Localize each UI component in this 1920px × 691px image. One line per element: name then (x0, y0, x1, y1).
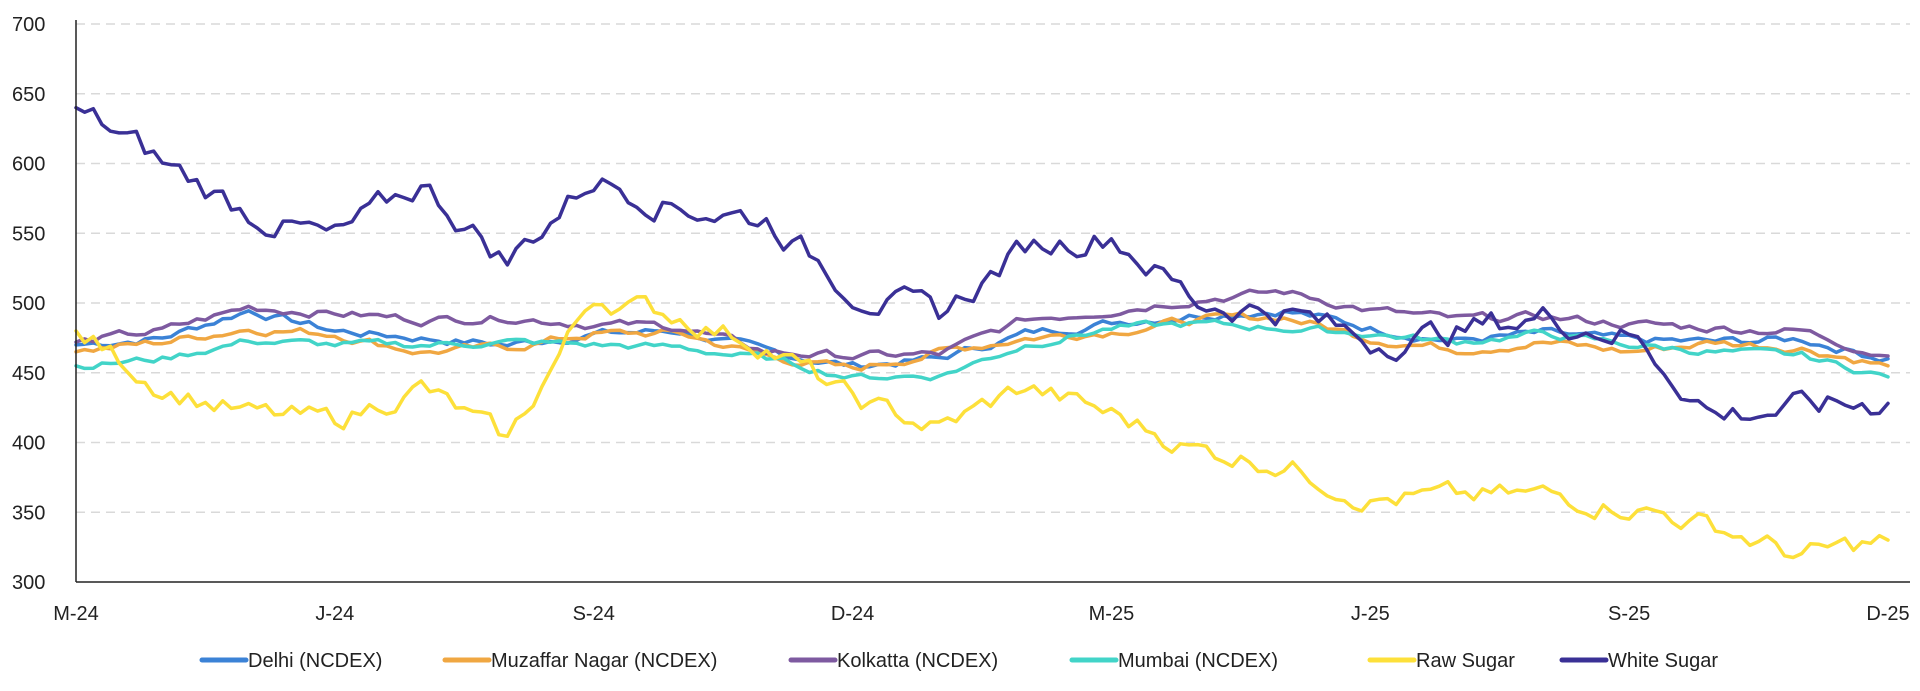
y-tick-label: 600 (12, 154, 45, 176)
y-tick-label: 300 (12, 572, 45, 594)
legend-label: Delhi (NCDEX) (248, 650, 382, 672)
x-tick-label: M-25 (1089, 603, 1135, 625)
gridlines (76, 23, 1910, 513)
legend-label: Kolkatta (NCDEX) (837, 650, 998, 672)
x-tick-label: J-25 (1351, 603, 1390, 625)
y-tick-label: 700 (12, 14, 45, 36)
series-lines (74, 105, 1890, 560)
x-tick-label: D-25 (1866, 603, 1909, 625)
y-axis-tick-labels: 300 350 400 450 500 550 600 650 700 (12, 14, 45, 594)
legend-label: Mumbai (NCDEX) (1118, 650, 1278, 672)
legend-item: Kolkatta (NCDEX) (788, 650, 998, 672)
legend-item: Mumbai (NCDEX) (1069, 650, 1278, 672)
legend-item: Muzaffar Nagar (NCDEX) (442, 650, 717, 672)
x-tick-label: J-24 (315, 603, 354, 625)
y-tick-label: 450 (12, 363, 45, 385)
legend-label: Muzaffar Nagar (NCDEX) (491, 650, 717, 672)
y-tick-label: 650 (12, 84, 45, 106)
legend: Delhi (NCDEX) Muzaffar Nagar (NCDEX) Kolka… (199, 650, 1718, 672)
axes (75, 20, 1910, 583)
series-line-1 (74, 311, 1890, 372)
series-line-3 (74, 318, 1890, 382)
x-axis-tick-labels: M-24 J-24 S-24 D-24 M-25 J-25 S-25 D-25 (53, 603, 1909, 625)
x-tick-label: D-24 (831, 603, 874, 625)
y-tick-label: 500 (12, 293, 45, 315)
legend-label: White Sugar (1608, 650, 1718, 672)
x-tick-label: S-24 (573, 603, 615, 625)
series-line-4 (74, 295, 1890, 560)
legend-label: Raw Sugar (1416, 650, 1515, 672)
y-tick-label: 350 (12, 502, 45, 524)
series-line-2 (74, 288, 1890, 361)
y-tick-label: 400 (12, 433, 45, 455)
x-tick-label: M-24 (53, 603, 99, 625)
legend-item: Delhi (NCDEX) (199, 650, 382, 672)
y-tick-label: 550 (12, 223, 45, 245)
legend-item: White Sugar (1559, 650, 1718, 672)
x-tick-label: S-25 (1608, 603, 1650, 625)
legend-item: Raw Sugar (1367, 650, 1515, 672)
series-line-5 (74, 105, 1890, 422)
